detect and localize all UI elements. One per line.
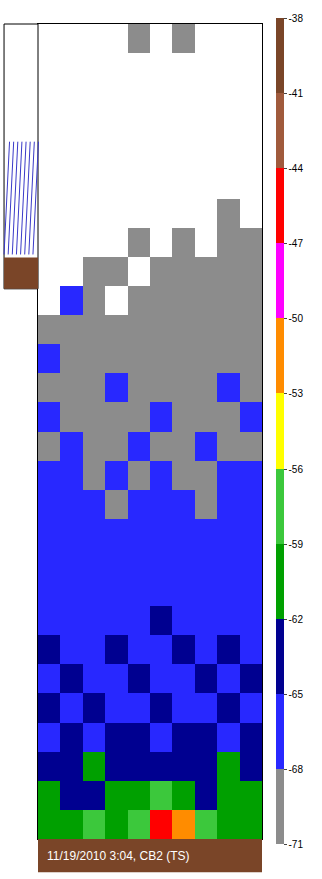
svg-text:-44: -44: [289, 163, 304, 174]
svg-text:11/19/2010 3:04, CB2 (TS): 11/19/2010 3:04, CB2 (TS): [47, 849, 190, 863]
svg-text:-47: -47: [289, 238, 304, 249]
svg-text:-38: -38: [289, 13, 304, 24]
svg-text:-53: -53: [289, 388, 304, 399]
svg-text:-59: -59: [289, 539, 304, 550]
svg-text:-50: -50: [289, 313, 304, 324]
svg-text:-65: -65: [289, 689, 304, 700]
svg-text:-56: -56: [289, 464, 304, 475]
svg-text:-41: -41: [289, 88, 304, 99]
svg-text:-71: -71: [289, 839, 304, 850]
svg-text:-68: -68: [289, 764, 304, 775]
svg-text:-62: -62: [289, 614, 304, 625]
